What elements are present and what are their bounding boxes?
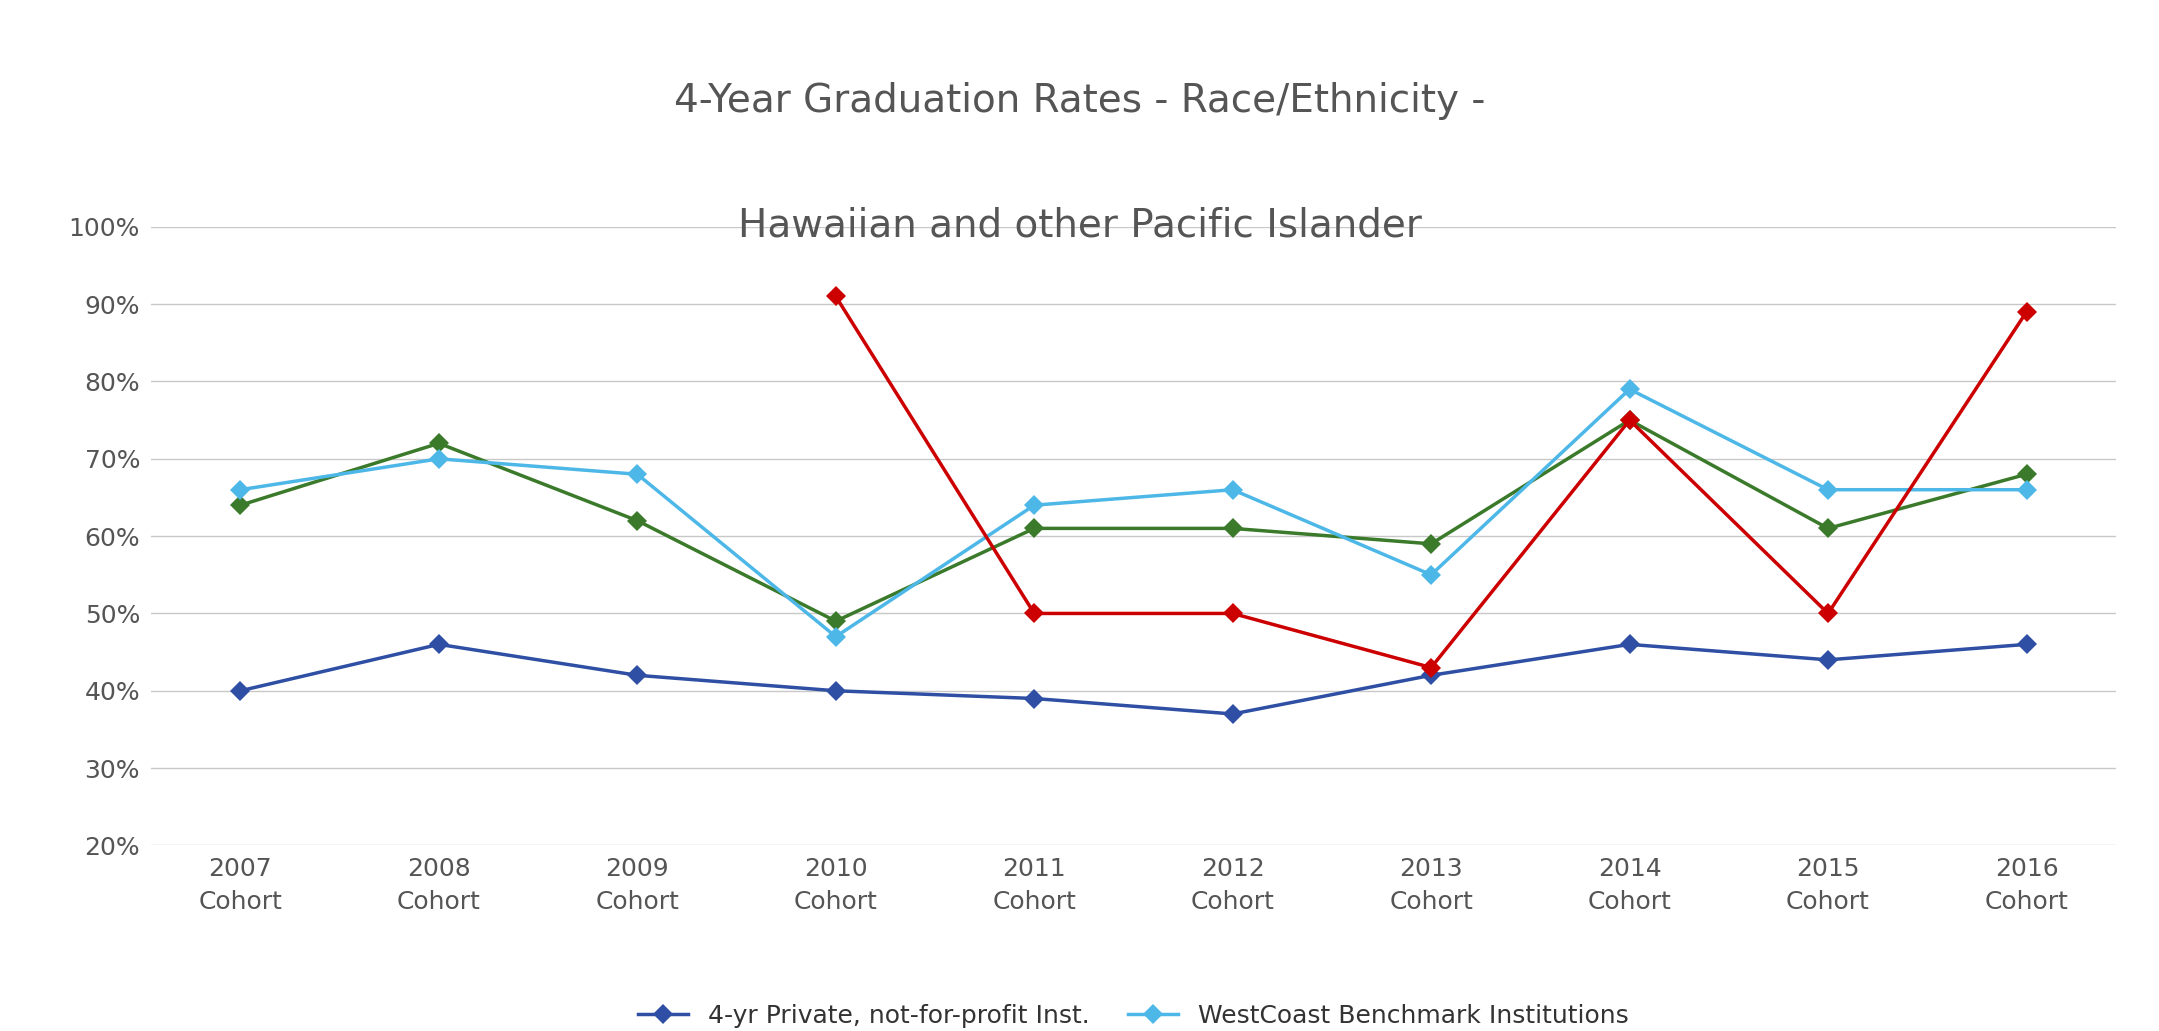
Line: Seattle University: Seattle University	[829, 290, 2034, 674]
All Benchmark Institutions	[823, 614, 848, 627]
4-yr Private, not-for-profit Inst.	[1617, 638, 1643, 651]
Legend: 4-yr Private, not-for-profit Inst., All Benchmark Institutions, WestCoast Benchm: 4-yr Private, not-for-profit Inst., All …	[628, 994, 1639, 1031]
WestCoast Benchmark Institutions	[1021, 499, 1047, 511]
All Benchmark Institutions	[1418, 538, 1444, 551]
All Benchmark Institutions	[227, 499, 253, 511]
Seattle University	[1220, 607, 1246, 620]
4-yr Private, not-for-profit Inst.	[624, 669, 650, 681]
Seattle University	[1617, 413, 1643, 427]
All Benchmark Institutions	[624, 514, 650, 527]
4-yr Private, not-for-profit Inst.	[425, 638, 451, 651]
4-yr Private, not-for-profit Inst.	[823, 685, 848, 697]
4-yr Private, not-for-profit Inst.	[1220, 707, 1246, 720]
Seattle University	[2014, 305, 2040, 318]
4-yr Private, not-for-profit Inst.	[1418, 669, 1444, 681]
All Benchmark Institutions	[1816, 522, 1842, 534]
Seattle University	[823, 290, 848, 302]
4-yr Private, not-for-profit Inst.	[227, 685, 253, 697]
Seattle University	[1418, 662, 1444, 674]
Seattle University	[1816, 607, 1842, 620]
4-yr Private, not-for-profit Inst.	[2014, 638, 2040, 651]
Text: 4-Year Graduation Rates - Race/Ethnicity -

Hawaiian and other Pacific Islander: 4-Year Graduation Rates - Race/Ethnicity…	[674, 82, 1485, 244]
WestCoast Benchmark Institutions	[2014, 484, 2040, 496]
WestCoast Benchmark Institutions	[1418, 569, 1444, 581]
Line: WestCoast Benchmark Institutions: WestCoast Benchmark Institutions	[233, 383, 2034, 643]
Line: All Benchmark Institutions: All Benchmark Institutions	[233, 413, 2034, 628]
All Benchmark Institutions	[1220, 522, 1246, 534]
WestCoast Benchmark Institutions	[227, 484, 253, 496]
WestCoast Benchmark Institutions	[1220, 484, 1246, 496]
WestCoast Benchmark Institutions	[1617, 383, 1643, 395]
4-yr Private, not-for-profit Inst.	[1021, 693, 1047, 705]
Line: 4-yr Private, not-for-profit Inst.: 4-yr Private, not-for-profit Inst.	[233, 637, 2034, 721]
Seattle University	[1021, 607, 1047, 620]
WestCoast Benchmark Institutions	[823, 631, 848, 643]
All Benchmark Institutions	[1617, 413, 1643, 427]
All Benchmark Institutions	[2014, 468, 2040, 480]
WestCoast Benchmark Institutions	[624, 468, 650, 480]
4-yr Private, not-for-profit Inst.	[1816, 654, 1842, 666]
WestCoast Benchmark Institutions	[1816, 484, 1842, 496]
All Benchmark Institutions	[1021, 522, 1047, 534]
All Benchmark Institutions	[425, 437, 451, 450]
WestCoast Benchmark Institutions	[425, 453, 451, 465]
